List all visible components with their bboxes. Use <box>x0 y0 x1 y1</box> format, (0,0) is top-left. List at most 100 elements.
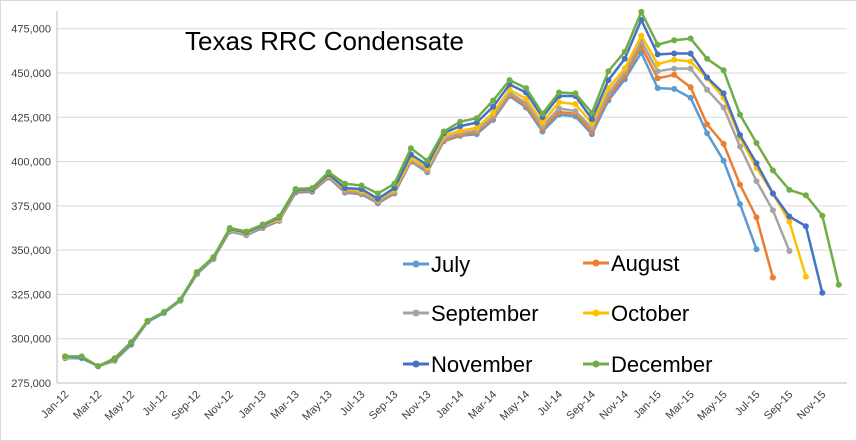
data-point <box>819 212 826 219</box>
data-point <box>737 201 743 208</box>
data-point <box>473 115 480 122</box>
y-tick-label: 400,000 <box>11 157 51 169</box>
data-point <box>704 121 711 128</box>
data-point <box>720 140 727 147</box>
x-tick-label: May-14 <box>498 389 532 423</box>
data-point <box>802 192 809 199</box>
data-point <box>638 8 645 15</box>
data-point <box>769 207 776 214</box>
data-point <box>621 48 628 55</box>
data-point <box>671 71 678 78</box>
data-point <box>671 56 678 63</box>
x-tick-label: Jan-12 <box>39 389 71 421</box>
legend-label: December <box>611 352 712 377</box>
x-tick-label: May-15 <box>695 389 729 423</box>
data-point <box>769 167 776 174</box>
y-tick-label: 325,000 <box>11 289 51 301</box>
data-point <box>95 363 102 370</box>
data-point <box>605 77 612 84</box>
data-point <box>523 85 530 92</box>
legend-swatch-marker <box>412 309 420 317</box>
data-point <box>572 108 579 115</box>
data-point <box>687 65 694 72</box>
data-point <box>144 318 151 324</box>
gridlines <box>57 28 847 384</box>
data-point <box>292 186 299 192</box>
data-point <box>161 309 167 316</box>
data-point <box>671 50 678 57</box>
data-point <box>391 185 398 192</box>
x-tick-label: Nov-13 <box>400 389 434 423</box>
data-point <box>654 41 661 48</box>
x-tick-label: Sep-13 <box>367 389 401 423</box>
data-point <box>78 353 85 360</box>
legend-label: September <box>431 301 539 326</box>
data-point <box>802 273 809 280</box>
data-point <box>802 223 809 230</box>
legend-label: October <box>611 301 689 326</box>
data-point <box>177 296 184 303</box>
x-tick-label: Nov-14 <box>597 389 631 423</box>
data-point <box>720 90 727 97</box>
data-point <box>720 157 727 164</box>
y-tick-label: 300,000 <box>11 334 51 346</box>
data-point <box>424 162 431 169</box>
y-axis-ticks: 275,000 300,000 325,000 350,000 375,000 400,0… <box>11 24 51 390</box>
data-point <box>572 101 579 107</box>
legend-label: November <box>431 352 532 377</box>
data-point <box>276 213 283 220</box>
y-tick-label: 450,000 <box>11 68 51 80</box>
data-point <box>720 67 727 74</box>
legend-swatch-marker <box>592 259 600 267</box>
x-tick-label: Nov-12 <box>202 389 236 423</box>
data-point <box>556 99 562 106</box>
x-tick-label: Sep-15 <box>762 389 796 423</box>
x-tick-label: Jan-13 <box>237 389 269 421</box>
data-point <box>786 186 793 193</box>
legend-swatch-marker <box>412 260 420 268</box>
legend: July August September October November Decemb… <box>403 251 712 377</box>
y-tick-label: 425,000 <box>11 112 51 124</box>
data-point <box>654 51 661 58</box>
data-point <box>440 128 447 135</box>
data-point <box>621 65 628 72</box>
data-point <box>506 77 513 84</box>
data-point <box>374 195 381 202</box>
data-point <box>457 123 464 130</box>
legend-item-october: October <box>583 301 689 326</box>
data-point <box>358 182 365 189</box>
x-tick-label: Mar-13 <box>269 389 302 422</box>
data-point <box>226 225 233 231</box>
data-point <box>737 181 743 188</box>
data-point <box>671 37 678 44</box>
data-point <box>687 35 694 42</box>
data-point <box>342 180 348 187</box>
data-point <box>588 116 595 123</box>
data-point <box>588 109 595 116</box>
data-point <box>753 246 760 253</box>
legend-item-july: July <box>403 252 470 277</box>
data-point <box>654 75 661 82</box>
data-point <box>786 248 793 254</box>
data-point <box>490 97 497 104</box>
data-point <box>556 89 562 96</box>
series-line <box>65 10 841 368</box>
data-point <box>753 160 760 167</box>
legend-item-december: December <box>583 352 712 377</box>
x-tick-label: May-13 <box>300 389 334 423</box>
data-point <box>588 124 595 131</box>
x-tick-label: Sep-14 <box>564 389 598 423</box>
legend-swatch-marker <box>412 360 420 368</box>
data-point <box>128 339 135 346</box>
chart-title: Texas RRC Condensate <box>185 26 464 56</box>
data-point <box>391 180 398 187</box>
data-point <box>737 111 743 118</box>
x-tick-label: Jan-15 <box>632 389 664 421</box>
data-point <box>605 68 612 75</box>
y-tick-label: 375,000 <box>11 201 51 213</box>
data-point <box>753 214 760 221</box>
data-point <box>490 109 497 116</box>
data-point <box>457 127 464 134</box>
